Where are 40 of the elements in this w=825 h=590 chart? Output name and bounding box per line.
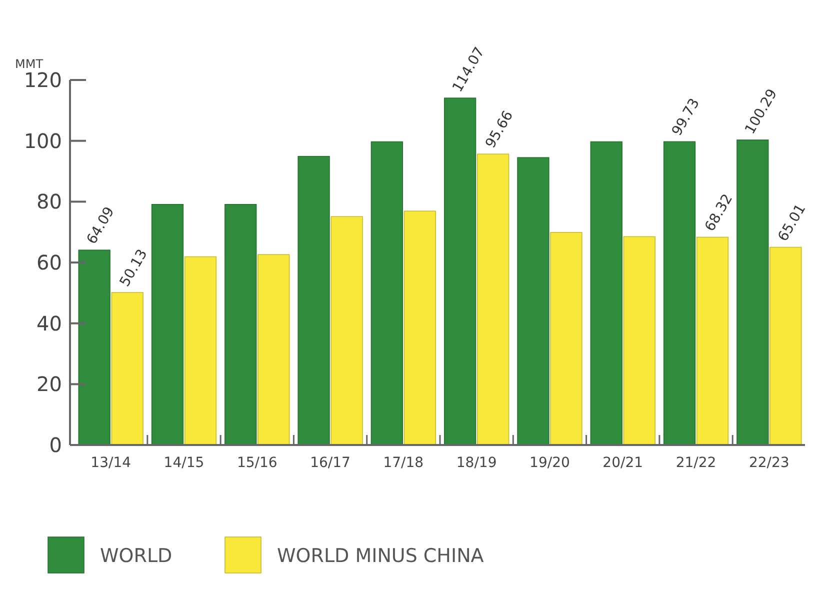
y-tick-label: 120 [24, 68, 62, 92]
bar [370, 141, 403, 446]
x-tick-label: 22/23 [748, 455, 790, 471]
x-tick-label: 18/19 [456, 455, 497, 471]
bar [111, 292, 144, 446]
bar [224, 204, 257, 446]
bar [517, 157, 550, 446]
x-tick-label: 14/15 [164, 455, 204, 471]
y-tick-label: 100 [24, 128, 62, 153]
legend-label: WORLD [100, 545, 172, 567]
bar [258, 254, 290, 446]
y-tick-label: 20 [36, 372, 62, 396]
bar [151, 204, 184, 446]
bar [550, 232, 582, 446]
bar [184, 256, 217, 446]
x-tick-label: 15/16 [236, 455, 278, 471]
bar [623, 236, 656, 446]
x-tick-label: 16/17 [310, 455, 350, 471]
bar [404, 210, 436, 446]
y-tick-label: 80 [36, 190, 62, 214]
y-axis-title: MMT [15, 57, 44, 71]
bar [696, 236, 729, 446]
bar [444, 98, 476, 446]
legend-label: WORLD MINUS CHINA [277, 545, 484, 567]
x-tick-label: 17/18 [383, 455, 424, 471]
y-tick-label: 40 [36, 311, 62, 336]
bar [770, 246, 802, 446]
bar [78, 250, 110, 446]
bar [330, 216, 363, 446]
bar [298, 156, 330, 446]
x-tick-label: 13/14 [90, 455, 132, 471]
bar [736, 140, 769, 446]
bar [477, 154, 510, 446]
bar [663, 141, 696, 446]
x-tick-label: 21/22 [676, 455, 716, 471]
y-tick-label: 0 [49, 433, 62, 457]
x-tick-label: 19/20 [530, 455, 570, 471]
bar [590, 141, 622, 446]
x-tick-label: 20/21 [602, 455, 644, 471]
y-tick-label: 60 [36, 250, 62, 274]
